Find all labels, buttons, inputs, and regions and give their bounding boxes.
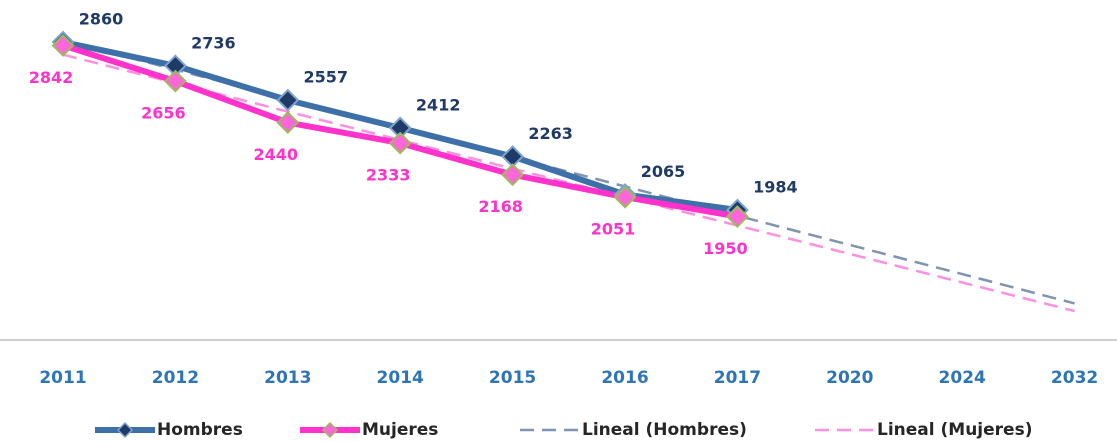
data-label: 2557 (304, 68, 349, 87)
x-tick-label: 2011 (39, 368, 86, 388)
marker (163, 69, 187, 93)
marker (276, 111, 300, 134)
series-line (62, 39, 1075, 305)
data-label: 2333 (366, 166, 411, 185)
marker (613, 185, 637, 209)
marker (276, 88, 300, 112)
legend-marker (321, 421, 339, 439)
x-tick-label: 2020 (826, 368, 873, 388)
marker (51, 34, 75, 57)
x-tick-label: 2016 (601, 368, 648, 388)
x-tick-label: 2012 (152, 368, 199, 388)
legend-label: Lineal (Hombres) (582, 420, 747, 440)
marker (725, 205, 749, 228)
legend-label: Mujeres (362, 420, 438, 440)
data-label: 2412 (416, 95, 461, 114)
data-label: 2263 (528, 124, 573, 143)
data-label: 2168 (478, 197, 523, 216)
series-line (62, 53, 1075, 313)
data-label: 1984 (753, 178, 798, 197)
data-label: 2860 (79, 10, 124, 29)
x-tick-label: 2017 (714, 368, 761, 388)
data-label: 2051 (591, 220, 636, 239)
x-tick-label: 2014 (377, 368, 424, 388)
data-label: 2440 (254, 145, 299, 164)
x-tick-label: 2013 (264, 368, 311, 388)
marker (388, 131, 412, 155)
legend-marker (116, 421, 134, 439)
legend-label: Hombres (157, 420, 243, 440)
x-tick-label: 2015 (489, 368, 536, 388)
legend-label: Lineal (Mujeres) (877, 420, 1032, 440)
x-tick-label: 2032 (1051, 368, 1098, 388)
data-label: 2842 (29, 68, 74, 87)
data-label: 2736 (191, 33, 236, 52)
x-tick-label: 2024 (939, 368, 986, 388)
data-label: 1950 (703, 239, 748, 258)
data-label: 2065 (641, 162, 686, 181)
marker (501, 163, 525, 187)
data-label: 2656 (141, 104, 186, 123)
